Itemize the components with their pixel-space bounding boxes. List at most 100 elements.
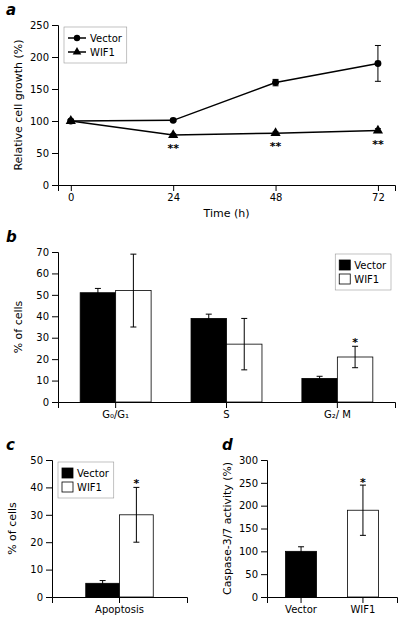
tick-label: WIF1 [350,604,375,615]
legend-item: WIF1 [339,274,379,285]
tick-mark [261,483,267,484]
panel-label: d [222,436,233,454]
legend-label: WIF1 [77,482,102,493]
y-axis-title: % of cells [12,300,25,353]
tick-mark [52,252,58,253]
tick-label: 0 [43,180,49,191]
point [66,115,76,124]
tick-label: 250 [30,20,49,31]
legend: Vector WIF1 [58,462,114,498]
y-axis-tick: 50 [36,148,58,159]
bar [286,551,317,597]
y-axis: 010203040506070 [36,247,58,408]
legend-item: WIF1 [68,47,115,58]
error-bar [206,314,212,323]
legend-frame [335,254,391,290]
bar [80,293,115,402]
legend-item: Vector [339,260,387,271]
y-axis-line [46,461,53,598]
plot-area [286,485,379,597]
point [374,60,381,67]
tick-mark [173,185,174,191]
tick-label: 48 [270,192,283,203]
bar [191,318,226,402]
error-bar [273,79,279,85]
tick-mark [52,402,58,403]
panel: 050100150200250300*Caspase-3/7 activity … [221,436,398,615]
tick-mark [52,295,58,296]
tick-mark [261,574,267,575]
y-axis-tick: 200 [30,52,58,63]
legend-label: Vector [90,33,123,44]
tick-mark [52,381,58,382]
tick-mark [52,185,58,186]
y-axis-tick: 10 [36,375,58,386]
point [170,117,177,124]
error-bar [298,547,304,556]
tick-label: S [223,409,229,420]
x-axis-line [59,403,396,409]
y-axis-tick: 20 [36,354,58,365]
tick-mark [46,515,52,516]
y-axis-line [52,26,59,186]
line [71,63,378,121]
x-axis-tick: Apoptosis [95,597,144,615]
x-axis: 0 24 48 72 [59,185,396,203]
tick-mark [46,542,52,543]
y-axis-tick: 200 [239,500,267,511]
tick-mark [52,273,58,274]
legend-swatch [62,482,73,492]
tick-label: Vector [285,604,318,615]
error-bar [100,581,106,586]
tick-label: 200 [30,52,49,63]
tick-label: 0 [68,192,74,203]
tick-mark [276,185,277,191]
tick-label: 30 [36,332,49,343]
tick-label: 100 [239,546,258,557]
tick-label: 50 [245,569,258,580]
tick-mark [46,487,52,488]
point [270,127,280,136]
y-axis-tick: 50 [36,290,58,301]
texts: ******Time (h)Relative cell growth (%)a [6,1,384,220]
y-axis-line [261,461,268,598]
tick-mark [46,597,52,598]
tick-label: 100 [30,116,49,127]
x-axis-tick: 24 [167,185,180,203]
x-axis-tick: 72 [372,185,385,203]
plot-area [80,254,373,402]
legend-label: Vector [354,260,387,271]
annotation: ** [270,140,282,153]
annotation: * [352,336,358,349]
y-axis-tick: 50 [30,455,52,466]
y-axis-tick: 250 [30,20,58,31]
y-axis-tick: 0 [43,397,58,408]
y-axis-tick: 100 [239,546,267,557]
line [71,121,378,135]
tick-mark [261,551,267,552]
error-bar [317,376,323,380]
y-axis-tick: 0 [37,592,52,603]
x-axis-tick: Vector [285,597,318,615]
y-axis-tick: 10 [30,564,52,575]
tick-mark [378,185,379,191]
y-axis-tick: 40 [30,482,52,493]
error-bar [130,254,136,327]
annotation: * [360,476,366,489]
error-bar [95,288,101,297]
legend-item: Vector [68,33,123,44]
tick-mark [52,57,58,58]
legend-swatch [339,260,350,270]
legend-label: Vector [77,468,110,479]
tick-label: 30 [30,510,43,521]
tick-mark [261,460,267,461]
y-axis: 050100150200250300 [239,455,268,603]
legend-frame [64,27,127,63]
legend-swatch [62,468,73,478]
y-axis-title: % of cells [6,502,19,555]
tick-mark [115,402,116,408]
bar [302,378,337,402]
legend-label: WIF1 [90,47,115,58]
tick-label: 20 [30,537,43,548]
tick-label: 72 [372,192,385,203]
